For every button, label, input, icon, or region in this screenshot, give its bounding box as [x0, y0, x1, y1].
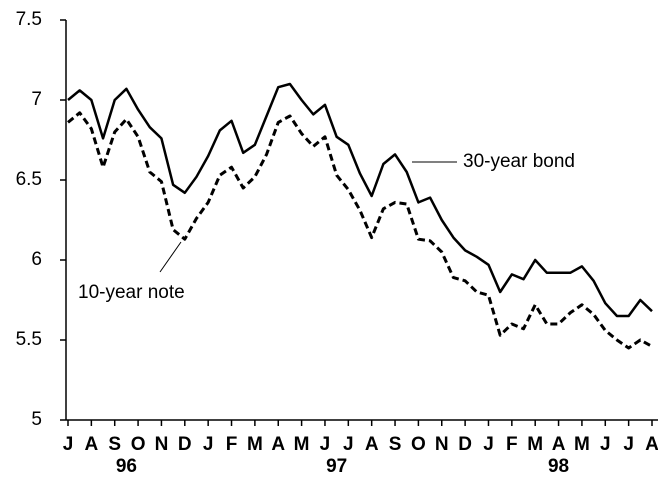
leader-line	[159, 241, 182, 273]
x-tick-label: N	[435, 434, 449, 455]
annotation: 30-year bond	[463, 151, 575, 172]
x-tick-label: A	[365, 434, 379, 455]
x-tick-label: J	[623, 434, 634, 455]
x-tick-label: M	[574, 434, 590, 455]
y-tick-label: 6	[31, 249, 42, 270]
x-tick-label: F	[226, 434, 238, 455]
x-tick-label: N	[155, 434, 169, 455]
x-tick-label: O	[131, 434, 146, 455]
year-label: 97	[326, 456, 347, 477]
year-label: 96	[116, 456, 137, 477]
annotation: 10-year note	[78, 282, 185, 303]
x-tick-label: J	[203, 434, 214, 455]
x-tick-label: S	[389, 434, 402, 455]
x-tick-label: A	[645, 434, 658, 455]
x-tick-label: S	[108, 434, 121, 455]
x-tick-label: M	[527, 434, 543, 455]
x-tick-label: F	[506, 434, 518, 455]
x-tick-label: O	[411, 434, 426, 455]
x-tick-label: J	[320, 434, 331, 455]
year-label: 98	[548, 456, 569, 477]
y-tick-label: 7	[31, 89, 42, 110]
y-tick-label: 5	[31, 409, 42, 430]
x-tick-label: A	[552, 434, 566, 455]
y-tick-label: 6.5	[16, 169, 42, 190]
x-tick-label: J	[343, 434, 354, 455]
series-line	[67, 82, 653, 318]
y-tick-label: 5.5	[16, 329, 42, 350]
x-tick-label: A	[84, 434, 98, 455]
x-tick-label: M	[247, 434, 263, 455]
series-line	[67, 111, 653, 350]
x-tick-label: D	[458, 434, 472, 455]
y-tick-label: 7.5	[16, 9, 42, 30]
x-tick-label: D	[178, 434, 192, 455]
x-tick-label: J	[600, 434, 611, 455]
x-tick-label: J	[483, 434, 494, 455]
x-tick-label: J	[63, 434, 74, 455]
x-tick-label: M	[294, 434, 310, 455]
x-tick-label: A	[271, 434, 285, 455]
